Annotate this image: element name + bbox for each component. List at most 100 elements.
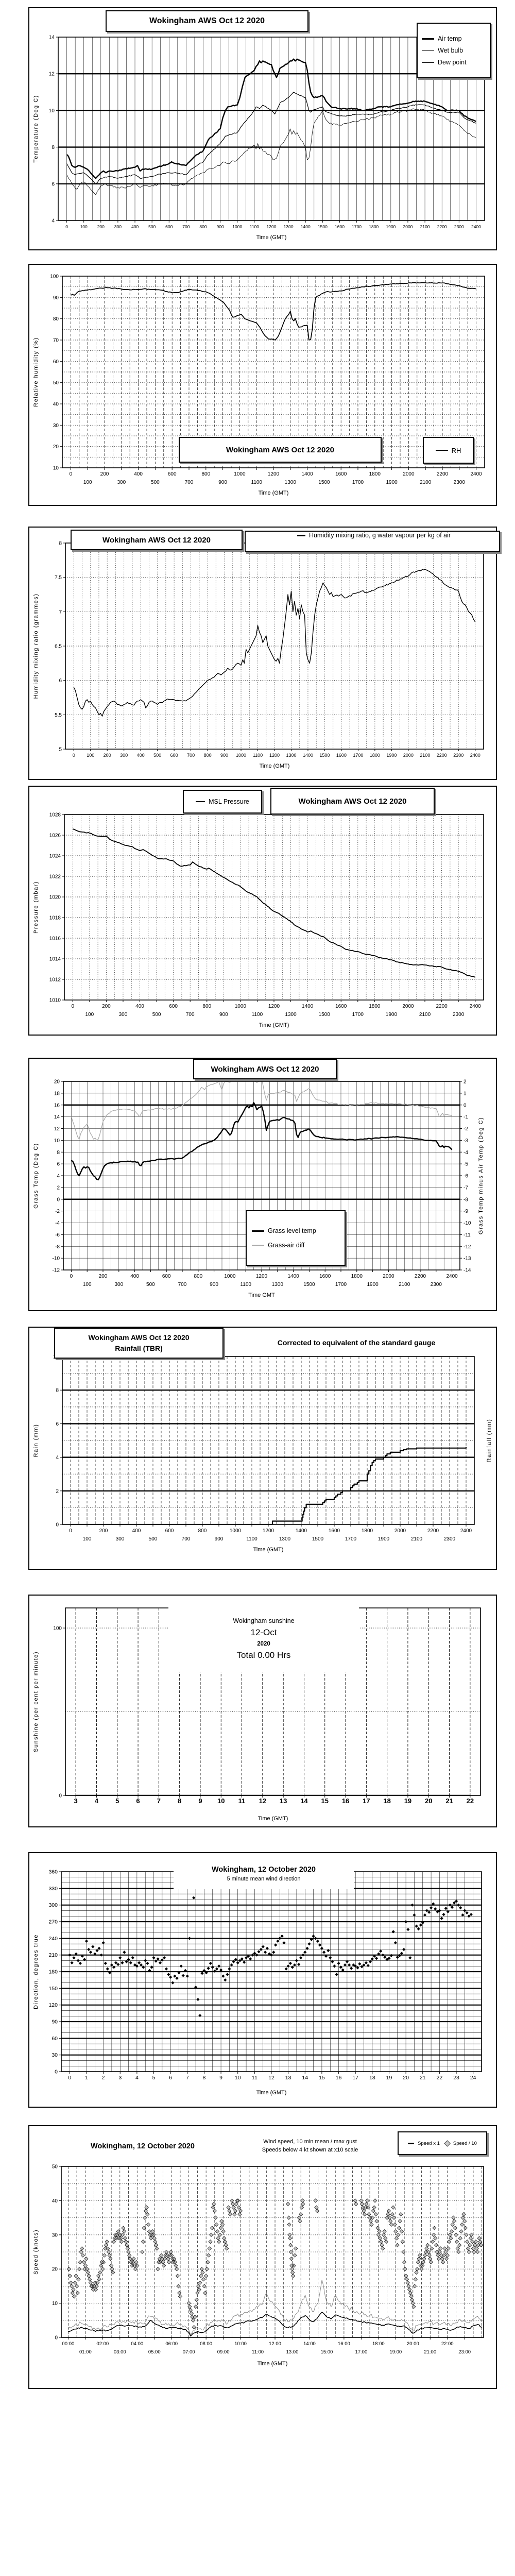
svg-text:0: 0	[68, 2075, 71, 2081]
svg-text:2300: 2300	[453, 1012, 465, 1018]
svg-text:1600: 1600	[335, 224, 345, 229]
mixing-ratio-line-sample	[297, 534, 305, 536]
svg-text:300: 300	[119, 1012, 128, 1018]
svg-text:1400: 1400	[296, 1528, 307, 1534]
svg-text:Time (GMT): Time (GMT)	[258, 1816, 288, 1822]
svg-text:14: 14	[300, 1797, 308, 1805]
svg-text:200: 200	[104, 753, 111, 758]
svg-text:17:00: 17:00	[355, 2349, 367, 2355]
svg-text:1012: 1012	[49, 977, 61, 983]
svg-text:9: 9	[219, 2075, 222, 2081]
svg-text:300: 300	[120, 753, 128, 758]
svg-text:500: 500	[146, 1282, 155, 1287]
svg-text:100: 100	[53, 1626, 62, 1632]
chart-title: Wokingham AWS Oct 12 2020	[193, 1059, 337, 1079]
svg-text:0: 0	[56, 1522, 59, 1528]
svg-text:1300: 1300	[286, 753, 296, 758]
svg-text:22: 22	[437, 2075, 443, 2081]
svg-text:2: 2	[102, 2075, 105, 2081]
svg-text:1600: 1600	[335, 471, 347, 477]
svg-text:5: 5	[115, 1797, 119, 1805]
rainfall-note-text: Corrected to equivalent of the standard …	[277, 1338, 436, 1347]
svg-text:14:00: 14:00	[303, 2341, 316, 2347]
svg-text:12: 12	[54, 1126, 60, 1132]
svg-text:300: 300	[48, 1902, 58, 1908]
svg-text:1800: 1800	[369, 471, 381, 477]
svg-text:40: 40	[53, 402, 59, 408]
svg-text:4: 4	[57, 1174, 60, 1179]
svg-text:2000: 2000	[403, 224, 413, 229]
svg-text:270: 270	[48, 1919, 58, 1925]
svg-text:1000: 1000	[230, 1528, 242, 1534]
svg-text:1400: 1400	[303, 753, 313, 758]
svg-text:1000: 1000	[234, 471, 246, 477]
svg-text:06:00: 06:00	[165, 2341, 178, 2347]
svg-text:6: 6	[52, 181, 55, 187]
svg-text:18:00: 18:00	[372, 2341, 385, 2347]
svg-text:360: 360	[48, 1869, 58, 1875]
chart-title: Wokingham AWS Oct 12 2020 Rainfall (TBR)	[54, 1328, 224, 1359]
svg-text:2: 2	[56, 1488, 59, 1494]
svg-text:80: 80	[53, 316, 59, 322]
svg-text:20: 20	[403, 2075, 409, 2081]
legend-item-air-temp: Air temp	[422, 35, 462, 42]
legend-label: Air temp	[438, 35, 462, 42]
temperature-chart-panel: 0 100 200 300 400 500 600 700 800 900 1000 1100 1200…	[28, 7, 497, 250]
svg-text:400: 400	[132, 1528, 141, 1534]
svg-text:2100: 2100	[419, 1012, 431, 1018]
svg-text:1800: 1800	[370, 753, 380, 758]
svg-text:400: 400	[134, 471, 143, 477]
svg-text:10: 10	[217, 1797, 225, 1805]
svg-text:30: 30	[53, 423, 59, 429]
svg-text:8: 8	[203, 2075, 206, 2081]
svg-text:200: 200	[99, 1528, 108, 1534]
svg-text:16:00: 16:00	[338, 2341, 350, 2347]
svg-text:200: 200	[97, 224, 105, 229]
svg-text:-2: -2	[464, 1126, 468, 1132]
svg-text:1000: 1000	[235, 1004, 247, 1009]
svg-text:10: 10	[52, 2301, 58, 2307]
svg-text:1300: 1300	[285, 1012, 297, 1018]
svg-text:700: 700	[185, 480, 194, 485]
svg-text:07:00: 07:00	[183, 2349, 195, 2355]
svg-text:40: 40	[52, 2198, 58, 2204]
legend-label: Grass level temp	[268, 1227, 316, 1234]
svg-text:600: 600	[169, 1004, 178, 1009]
svg-text:-10: -10	[53, 1256, 60, 1262]
svg-text:00:00: 00:00	[62, 2341, 74, 2347]
pressure-chart: 0 100 200 300 400 500 600 700 800 900 1000 1100 1200…	[33, 812, 484, 1028]
svg-text:700: 700	[178, 1282, 187, 1287]
svg-text:18: 18	[54, 1091, 60, 1096]
svg-text:90: 90	[52, 2019, 58, 2025]
svg-text:16: 16	[54, 1103, 60, 1108]
svg-text:0: 0	[57, 1197, 60, 1202]
chart-title-text: Wokingham AWS Oct 12 2020	[226, 445, 335, 454]
svg-text:-13: -13	[464, 1256, 471, 1262]
svg-text:0: 0	[55, 2335, 58, 2341]
svg-text:8: 8	[59, 541, 62, 547]
svg-text:Time (GMT): Time (GMT)	[260, 763, 290, 769]
svg-text:20: 20	[54, 1079, 60, 1085]
svg-text:2200: 2200	[437, 224, 447, 229]
svg-text:11: 11	[238, 1797, 246, 1805]
svg-text:10: 10	[54, 1138, 60, 1144]
svg-text:30: 30	[52, 2232, 58, 2238]
svg-text:11:00: 11:00	[252, 2349, 264, 2355]
legend-item-speed-div10: Speed / 10	[444, 2140, 477, 2147]
svg-text:1700: 1700	[335, 1282, 347, 1287]
svg-text:16: 16	[336, 2075, 342, 2081]
chart-title: Wokingham AWS Oct 12 2020	[179, 437, 382, 463]
svg-text:-6: -6	[55, 1232, 60, 1238]
svg-text:5: 5	[152, 2075, 156, 2081]
svg-text:1800: 1800	[369, 1004, 381, 1009]
svg-text:1022: 1022	[49, 874, 61, 880]
grass-level-temp-line-sample	[252, 1230, 264, 1232]
svg-text:16: 16	[342, 1797, 349, 1805]
svg-text:1026: 1026	[49, 833, 61, 839]
sunshine-date: 12-Oct	[250, 1628, 277, 1637]
svg-text:-8: -8	[464, 1197, 468, 1202]
svg-text:1900: 1900	[367, 1282, 379, 1287]
svg-text:6: 6	[59, 678, 62, 684]
sunshine-header: Wokingham sunshine 12-Oct 2020 Total 0.0…	[168, 1606, 359, 1672]
svg-text:14: 14	[302, 2075, 308, 2081]
